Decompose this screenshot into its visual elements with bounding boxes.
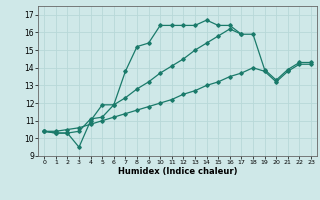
X-axis label: Humidex (Indice chaleur): Humidex (Indice chaleur)	[118, 167, 237, 176]
